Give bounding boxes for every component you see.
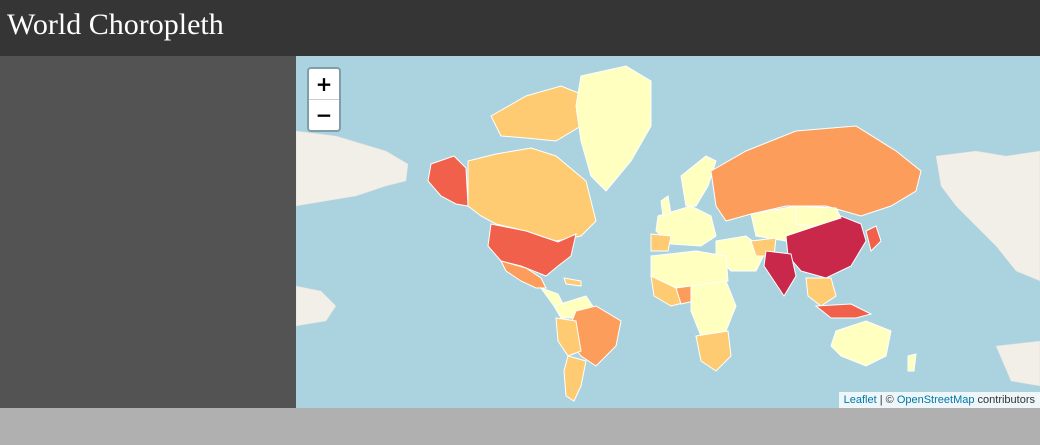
land-northeast-asia-right [935,150,1040,282]
leaflet-link[interactable]: Leaflet [843,394,877,406]
region-australia[interactable] [830,320,892,367]
region-mongolia[interactable] [795,205,842,227]
zoom-control: + − [307,67,341,132]
region-india[interactable] [763,250,797,297]
region-caribbean[interactable] [563,277,582,287]
region-central-america[interactable] [539,286,565,307]
region-southeast-asia[interactable] [805,277,837,307]
zoom-out-button[interactable]: − [315,103,333,127]
app-header: World Choropleth [0,0,1040,56]
openstreetmap-link[interactable]: OpenStreetMap [896,394,975,406]
region-southern-africa[interactable] [695,330,732,372]
region-korea-japan[interactable] [865,225,882,252]
region-indonesia[interactable] [814,303,873,319]
land-australia-east-right [995,340,1040,387]
map-tiles[interactable] [296,56,1040,408]
region-new-zealand[interactable] [907,353,917,372]
land-east-siberia-left [296,130,409,207]
attribution-suffix: contributors [974,394,1035,406]
region-scandinavia[interactable] [680,155,717,207]
footer-bar [0,408,1040,445]
region-canada[interactable] [467,147,597,242]
region-iberia[interactable] [650,233,672,252]
region-peru-bolivia[interactable] [555,317,582,357]
map-attribution: Leaflet | © OpenStreetMap contributors [838,392,1040,408]
region-canada-arctic[interactable] [490,85,587,142]
region-central-africa[interactable] [690,280,737,337]
map-container[interactable]: + − Leaflet | © OpenStreetMap contributo… [296,56,1040,408]
land-alaska-west-left [296,285,337,327]
sidebar [0,56,296,408]
attribution-separator: | © [876,394,897,406]
zoom-in-button[interactable]: + [309,69,339,100]
region-russia[interactable] [710,125,922,222]
region-argentina-chile[interactable] [563,355,587,402]
region-united-states[interactable] [487,223,577,277]
region-alaska[interactable] [427,155,469,207]
page-title: World Choropleth [7,8,224,41]
region-uk[interactable] [660,195,672,217]
region-greenland[interactable] [575,65,652,192]
